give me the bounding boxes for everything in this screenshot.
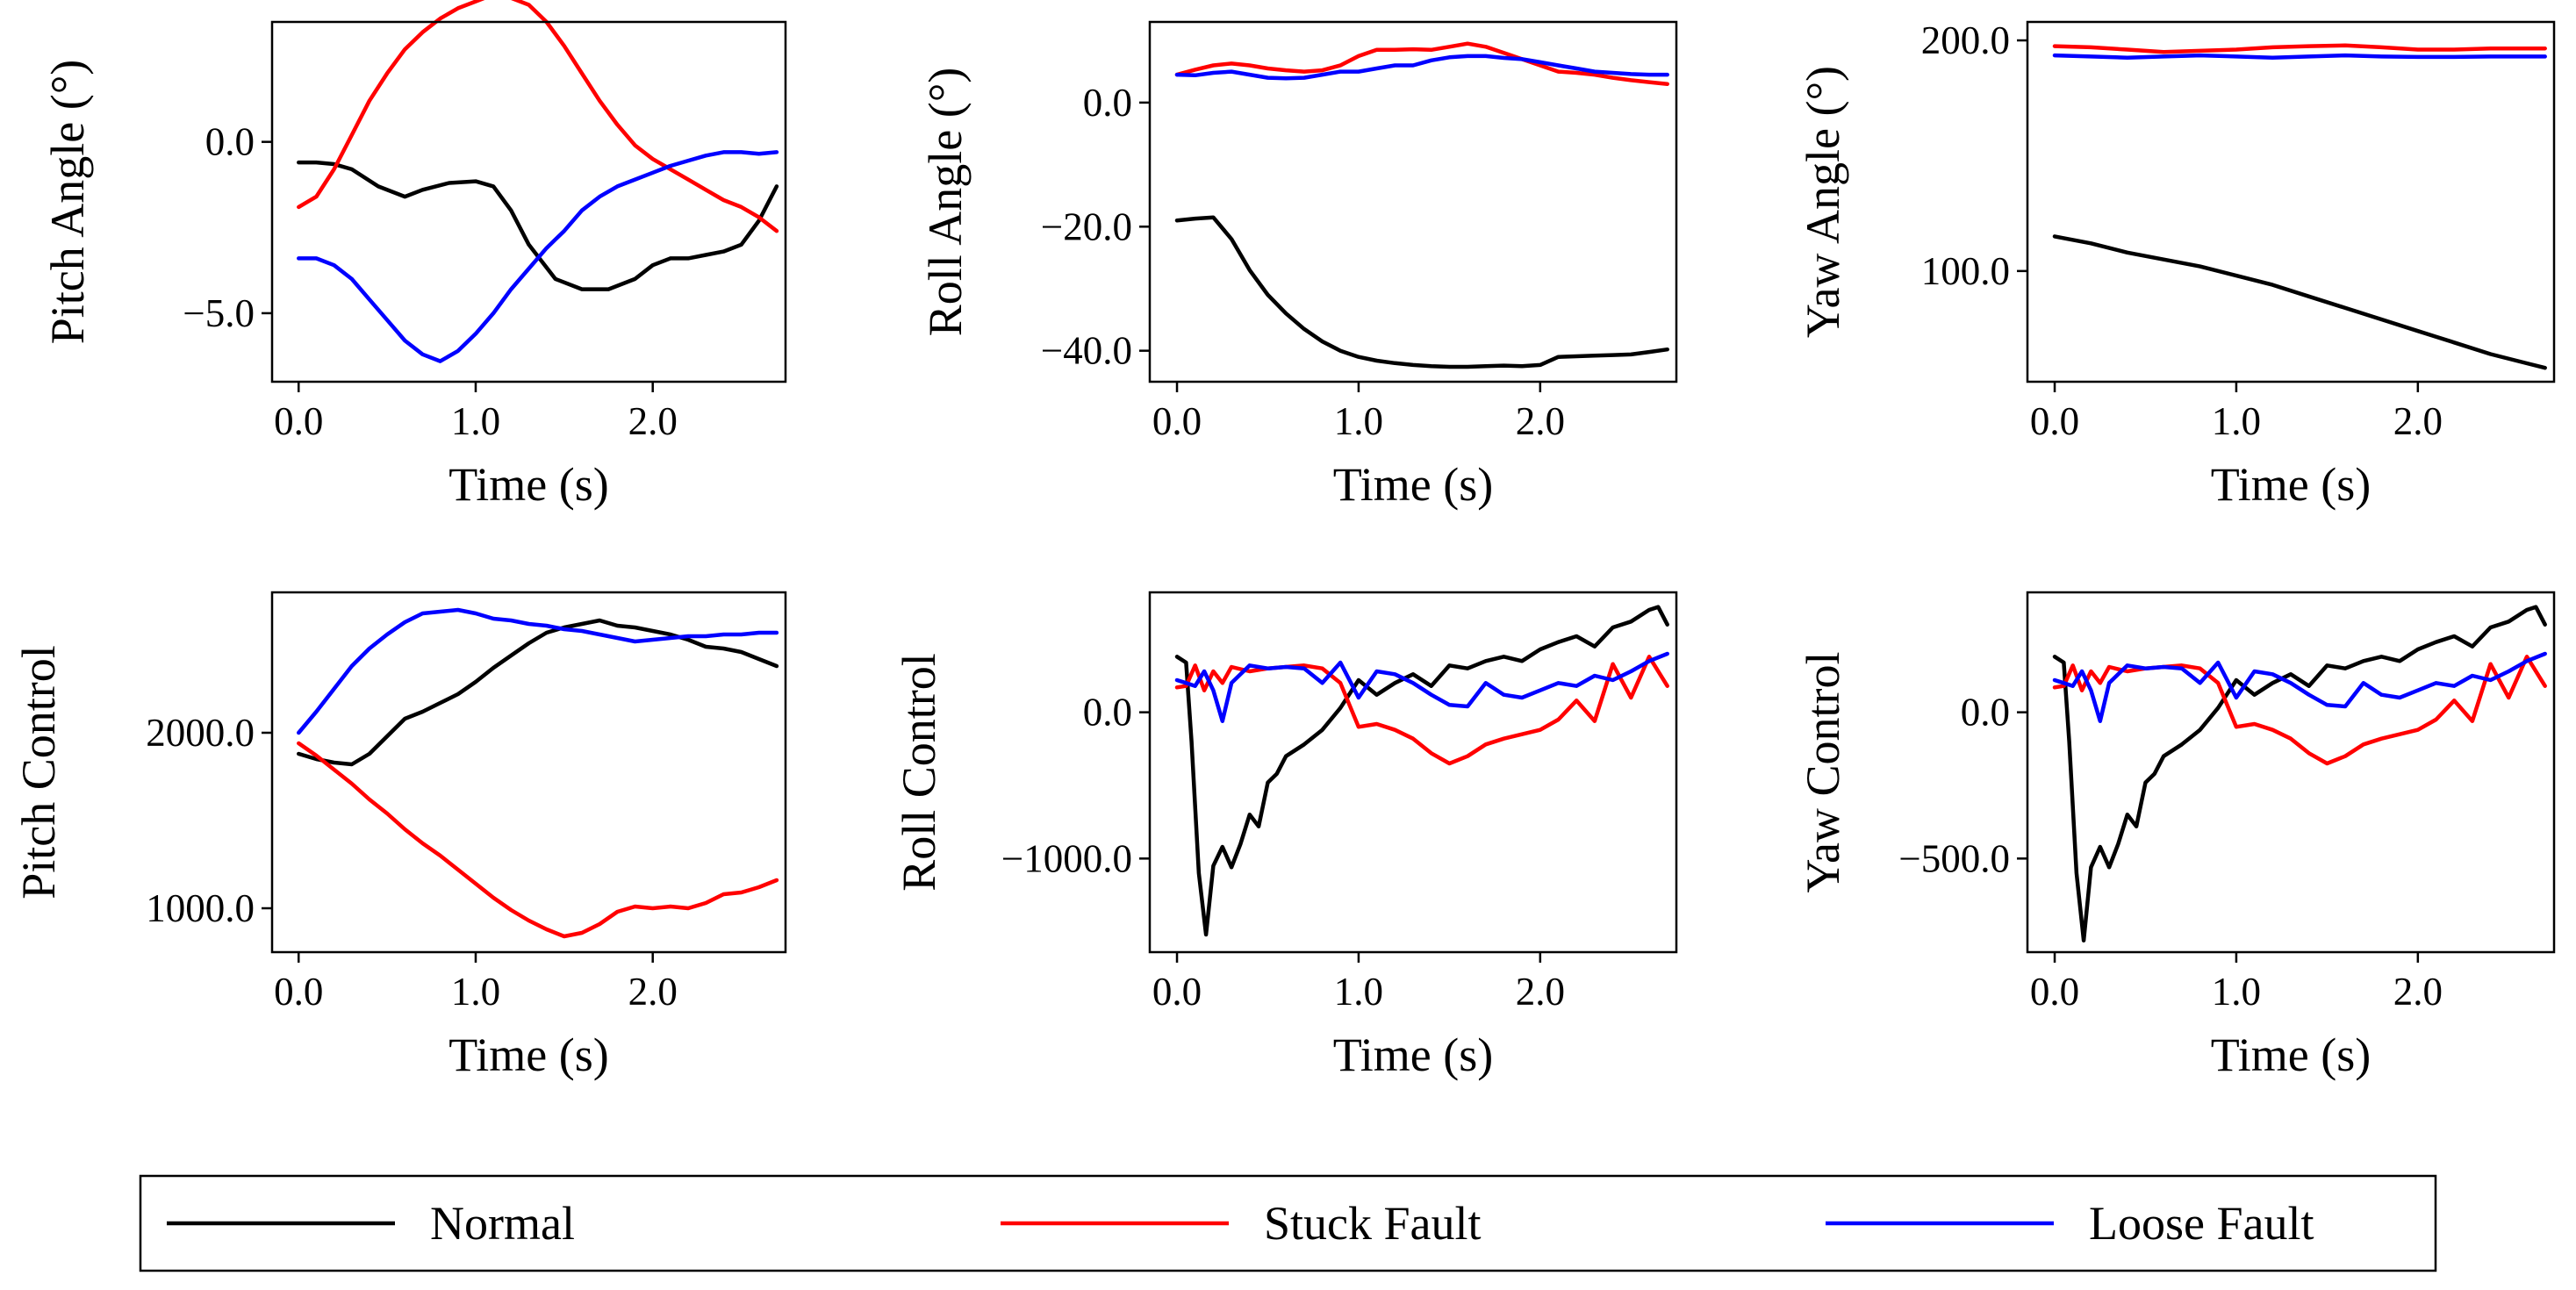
plot-frame bbox=[270, 591, 787, 954]
x-tick-label: 1.0 bbox=[1334, 970, 1383, 1014]
x-tick-label: 1.0 bbox=[2212, 970, 2261, 1014]
x-tick-label: 2.0 bbox=[2393, 970, 2443, 1014]
y-tick-label: 0.0 bbox=[205, 120, 255, 164]
legend-item-normal: Normal bbox=[167, 1197, 575, 1250]
series-stuck-fault bbox=[2052, 655, 2547, 766]
series-loose-fault bbox=[2052, 53, 2547, 60]
panel-roll-control: 0.0 1.0 2.0 0.0 −1000.0 Time (s) Roll Control bbox=[893, 591, 1678, 1081]
x-tick-label: 1.0 bbox=[451, 399, 500, 443]
y-tick-label: 200.0 bbox=[1921, 18, 2010, 62]
series-stuck-fault bbox=[2052, 43, 2547, 54]
series-normal bbox=[297, 160, 779, 291]
y-axis-label: Pitch Control bbox=[12, 645, 65, 899]
y-tick-label: 2000.0 bbox=[146, 711, 255, 755]
series-normal bbox=[2052, 605, 2547, 942]
x-tick-label: 2.0 bbox=[1516, 970, 1565, 1014]
legend-label: Stuck Fault bbox=[1264, 1197, 1482, 1250]
series-loose-fault bbox=[1174, 651, 1669, 723]
y-tick-label: −40.0 bbox=[1041, 329, 1132, 373]
plot-frame bbox=[2026, 591, 2556, 954]
legend-label: Loose Fault bbox=[2089, 1197, 2314, 1250]
x-tick-label: 0.0 bbox=[274, 399, 323, 443]
x-tick-label: 1.0 bbox=[1334, 399, 1383, 443]
y-tick-label: −5.0 bbox=[183, 291, 255, 335]
x-axis-label: Time (s) bbox=[2211, 1028, 2371, 1081]
series-normal bbox=[2052, 234, 2547, 370]
y-tick-label: 100.0 bbox=[1921, 249, 2010, 293]
y-tick-label: −20.0 bbox=[1041, 204, 1132, 248]
panel-yaw-control: 0.0 1.0 2.0 0.0 −500.0 Time (s) Yaw Control bbox=[1797, 591, 2556, 1081]
legend-label: Normal bbox=[430, 1197, 575, 1250]
legend-item-loose-fault: Loose Fault bbox=[1826, 1197, 2314, 1250]
panel-roll-angle: 0.0 1.0 2.0 0.0 −20.0 −40.0 Time (s) Roll Angle… bbox=[919, 20, 1678, 511]
series-normal bbox=[1174, 215, 1669, 369]
y-axis-label: Roll Control bbox=[893, 653, 945, 892]
panel-yaw-angle: 0.0 1.0 2.0 200.0 100.0 Time (s) Yaw Angle (°) bbox=[1797, 18, 2556, 511]
x-tick-label: 0.0 bbox=[2030, 399, 2079, 443]
x-tick-label: 2.0 bbox=[1516, 399, 1565, 443]
x-axis-label: Time (s) bbox=[1333, 1028, 1494, 1081]
series-loose-fault bbox=[297, 607, 779, 735]
x-tick-label: 1.0 bbox=[451, 970, 500, 1014]
x-tick-label: 2.0 bbox=[2393, 399, 2443, 443]
series-normal bbox=[297, 618, 779, 767]
x-axis-label: Time (s) bbox=[448, 1028, 609, 1081]
plot-frame bbox=[270, 20, 787, 383]
series-normal bbox=[1174, 605, 1669, 937]
legend: Normal Stuck Fault Loose Fault bbox=[139, 1174, 2437, 1272]
plot-frame bbox=[1148, 591, 1678, 954]
y-axis-label: Pitch Angle (°) bbox=[41, 60, 94, 345]
x-tick-label: 2.0 bbox=[628, 970, 678, 1014]
y-axis-label: Yaw Control bbox=[1797, 651, 1849, 892]
x-axis-label: Time (s) bbox=[2211, 458, 2371, 511]
x-tick-label: 0.0 bbox=[1152, 970, 1202, 1014]
x-tick-label: 2.0 bbox=[628, 399, 678, 443]
y-tick-label: 0.0 bbox=[1083, 81, 1132, 125]
legend-item-stuck-fault: Stuck Fault bbox=[1001, 1197, 1482, 1250]
x-axis-label: Time (s) bbox=[448, 458, 609, 511]
series-stuck-fault bbox=[1174, 41, 1669, 86]
x-tick-label: 1.0 bbox=[2212, 399, 2261, 443]
y-axis-label: Yaw Angle (°) bbox=[1797, 66, 1849, 338]
y-axis-label: Roll Angle (°) bbox=[919, 68, 972, 337]
series-loose-fault bbox=[2052, 651, 2547, 723]
x-tick-label: 0.0 bbox=[274, 970, 323, 1014]
x-tick-label: 0.0 bbox=[1152, 399, 1202, 443]
plot-frame bbox=[1148, 20, 1678, 383]
y-tick-label: 0.0 bbox=[1083, 691, 1132, 735]
plot-frame bbox=[2026, 20, 2556, 383]
series-stuck-fault bbox=[297, 0, 779, 233]
y-tick-label: −1000.0 bbox=[1001, 836, 1132, 880]
panel-pitch-angle: 0.0 1.0 2.0 0.0 −5.0 Time (s) Pitch Angle (°) bbox=[41, 0, 787, 511]
panel-pitch-control: 0.0 1.0 2.0 2000.0 1000.0 Time (s) Pitch Contr… bbox=[12, 591, 787, 1081]
series-loose-fault bbox=[1174, 54, 1669, 81]
x-tick-label: 0.0 bbox=[2030, 970, 2079, 1014]
series-loose-fault bbox=[297, 150, 779, 363]
y-tick-label: −500.0 bbox=[1898, 836, 2010, 880]
series-stuck-fault bbox=[297, 741, 779, 939]
series-stuck-fault bbox=[1174, 655, 1669, 766]
y-tick-label: 1000.0 bbox=[146, 886, 255, 930]
x-axis-label: Time (s) bbox=[1333, 458, 1494, 511]
y-tick-label: 0.0 bbox=[1961, 691, 2010, 735]
